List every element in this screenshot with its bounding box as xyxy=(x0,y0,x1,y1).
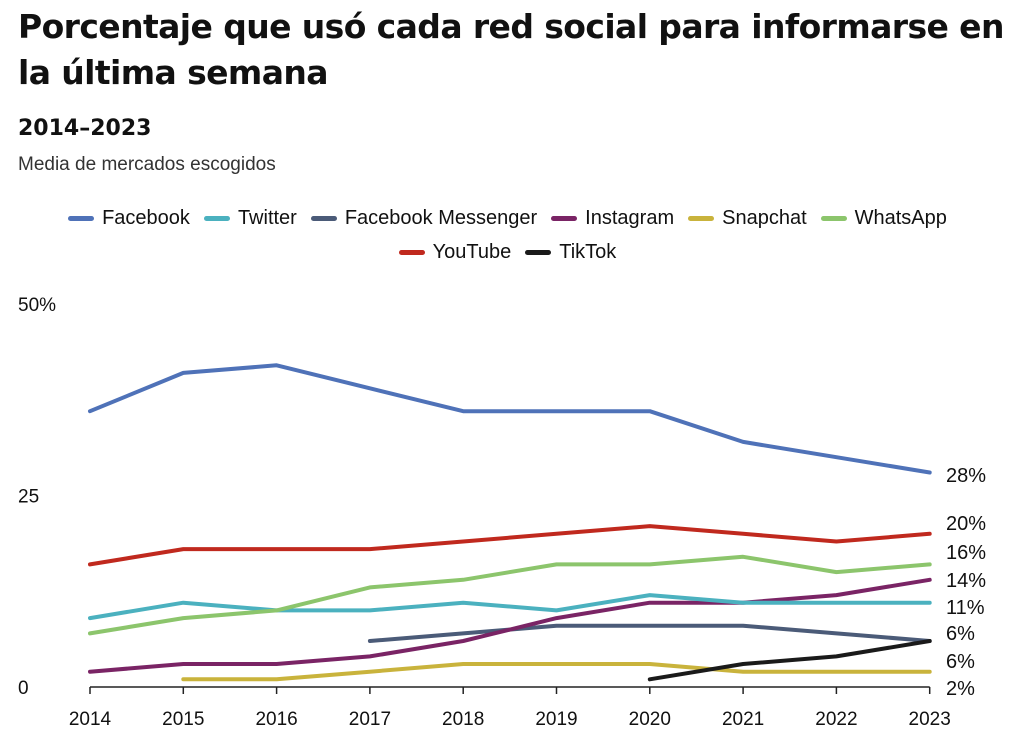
legend-swatch xyxy=(310,215,337,221)
legend-swatch xyxy=(203,215,230,221)
end-value-label: 14% xyxy=(946,570,986,592)
x-tick-label: 2022 xyxy=(815,709,857,730)
end-value-label: 11% xyxy=(946,597,985,619)
x-tick-label: 2016 xyxy=(255,709,297,730)
legend-swatch xyxy=(68,215,95,221)
legend-item-youtube: YouTube xyxy=(398,240,512,264)
x-tick-label: 2019 xyxy=(535,709,577,730)
series-line-youtube xyxy=(88,524,932,567)
series-line-facebook xyxy=(88,363,932,475)
legend-label: Facebook Messenger xyxy=(344,207,538,229)
legend-item-facebook-messenger: Facebook Messenger xyxy=(310,206,538,230)
series-line-tiktok xyxy=(647,639,932,682)
x-tick-label: 2023 xyxy=(909,709,951,730)
legend-swatch xyxy=(820,215,847,221)
legend-label: Instagram xyxy=(585,207,675,229)
legend-label: Facebook xyxy=(102,207,190,229)
series-line-facebook-messenger xyxy=(367,623,932,643)
series-line-instagram xyxy=(88,577,932,674)
x-tick-label: 2020 xyxy=(629,709,671,730)
x-tick-label: 2014 xyxy=(69,709,112,730)
series-line-snapchat xyxy=(181,662,932,682)
end-value-label: 2% xyxy=(946,678,975,700)
legend-swatch xyxy=(688,215,715,221)
end-value-label: 6% xyxy=(946,623,975,645)
legend-label: Twitter xyxy=(237,207,297,229)
end-value-label: 28% xyxy=(946,465,986,487)
y-tick-label: 0 xyxy=(18,678,29,699)
legend-item-whatsapp: WhatsApp xyxy=(820,206,947,230)
x-tick-label: 2018 xyxy=(442,709,484,730)
legend-label: WhatsApp xyxy=(854,207,947,229)
x-tick-label: 2021 xyxy=(722,709,764,730)
x-tick-label: 2017 xyxy=(349,709,391,730)
legend-swatch xyxy=(551,215,578,221)
legend-label: YouTube xyxy=(432,241,512,263)
legend-label: Snapchat xyxy=(722,207,807,229)
chart-note: Media de mercados escogidos xyxy=(18,154,276,175)
x-tick-label: 2015 xyxy=(162,709,204,730)
y-tick-label: 50% xyxy=(18,295,56,316)
end-value-label: 6% xyxy=(946,651,975,673)
legend-item-facebook: Facebook xyxy=(68,206,190,230)
legend-label: TikTok xyxy=(559,241,617,263)
series-line-whatsapp xyxy=(88,554,932,636)
legend-item-instagram: Instagram xyxy=(551,206,674,230)
legend-item-snapchat: Snapchat xyxy=(688,206,807,230)
series-line-twitter xyxy=(88,593,932,621)
chart-legend: Facebook Twitter Facebook Messenger Inst… xyxy=(20,206,995,264)
chart-subtitle: 2014–2023 xyxy=(18,116,152,141)
y-tick-label: 25 xyxy=(18,487,39,508)
end-value-label: 16% xyxy=(946,542,986,564)
legend-swatch xyxy=(525,249,552,255)
legend-swatch xyxy=(398,249,425,255)
end-value-label: 20% xyxy=(946,513,986,535)
legend-item-twitter: Twitter xyxy=(203,206,297,230)
chart-title: Porcentaje que usó cada red social para … xyxy=(18,7,1004,92)
legend-item-tiktok: TikTok xyxy=(525,240,616,264)
